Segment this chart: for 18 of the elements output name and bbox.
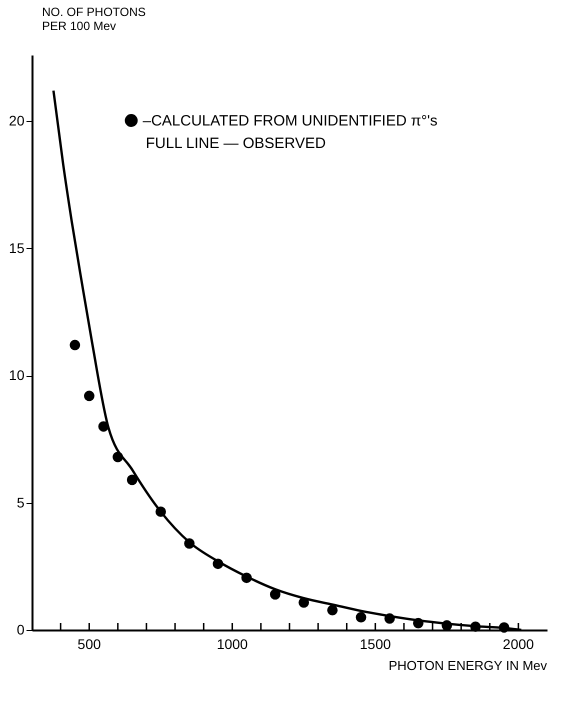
- x-tick-label: 500: [78, 636, 102, 652]
- point: [126, 474, 138, 486]
- y-axis-title: NO. OF PHOTONS PER 100 Mev: [42, 5, 146, 33]
- y-tick-label: 15: [8, 240, 25, 256]
- y-tick-label: 5: [16, 494, 25, 510]
- point: [84, 390, 94, 402]
- x-tick-label: 1000: [216, 636, 248, 652]
- point: [327, 604, 338, 616]
- point: [70, 340, 80, 350]
- y-tick-label: 0: [16, 622, 25, 638]
- x-tick-label: 2000: [502, 636, 534, 652]
- legend-label: –CALCULATED FROM UNIDENTIFIED π°'s: [142, 112, 438, 130]
- x-axis-title: PHOTON ENERGY IN Mev: [388, 658, 548, 673]
- annotation: FULL LINE — OBSERVED: [146, 135, 326, 152]
- y-tick-label: 10: [8, 367, 25, 384]
- x-tick-label: 1500: [360, 636, 392, 652]
- y-tick-label: 20: [8, 112, 25, 129]
- point: [356, 612, 366, 623]
